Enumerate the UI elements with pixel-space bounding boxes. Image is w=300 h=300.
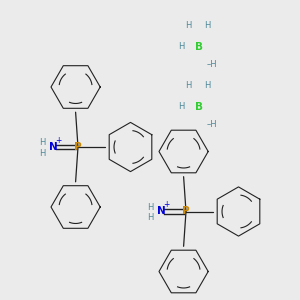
Text: H: H	[178, 102, 184, 111]
Text: N: N	[49, 142, 58, 152]
Text: H: H	[204, 21, 210, 30]
Text: B: B	[196, 101, 203, 112]
Text: H: H	[185, 21, 192, 30]
Text: H: H	[39, 148, 45, 158]
Text: H: H	[147, 213, 153, 222]
Text: H: H	[147, 203, 153, 212]
Text: –H: –H	[206, 120, 217, 129]
Text: +: +	[55, 136, 62, 145]
Text: H: H	[185, 81, 192, 90]
Text: B: B	[196, 41, 203, 52]
Text: H: H	[39, 138, 45, 147]
Text: P: P	[74, 142, 82, 152]
Text: –H: –H	[206, 60, 217, 69]
Text: P: P	[182, 206, 190, 217]
Text: N: N	[157, 206, 166, 217]
Text: +: +	[163, 200, 170, 209]
Text: H: H	[178, 42, 184, 51]
Text: H: H	[204, 81, 210, 90]
